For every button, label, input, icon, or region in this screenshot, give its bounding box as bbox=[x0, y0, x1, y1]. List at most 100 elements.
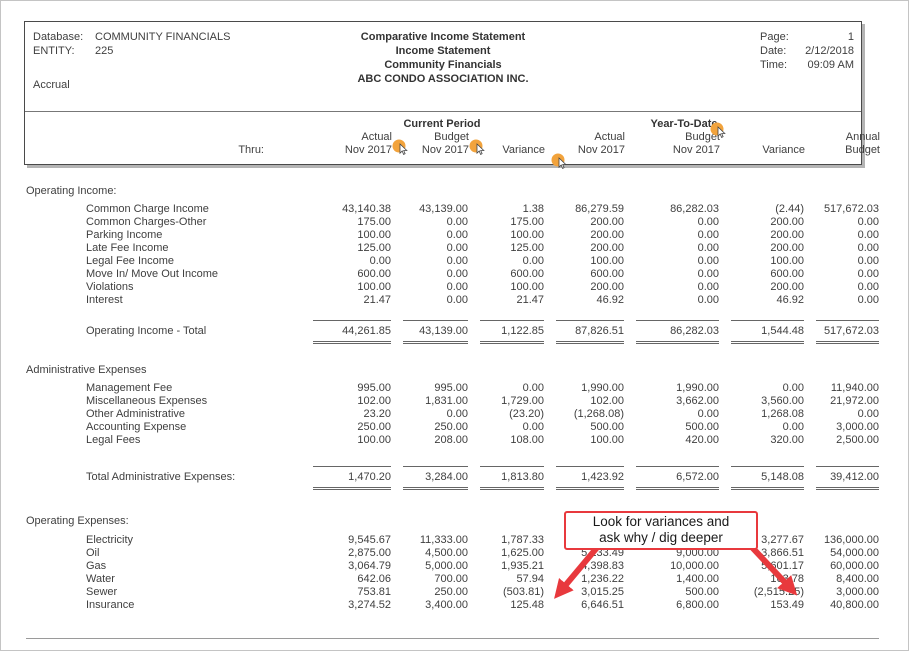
report-title-line: Comparative Income Statement bbox=[360, 31, 526, 43]
column-header-line1: Actual Budget Actual Budget Annual bbox=[27, 131, 880, 144]
total-rule-segment: 6,572.00 bbox=[636, 466, 719, 490]
account-label: Insurance bbox=[86, 599, 135, 611]
account-row: Miscellaneous Expenses 102.00 1,831.00 1,72… bbox=[26, 395, 879, 408]
value-cell: 6,800.00 bbox=[676, 599, 719, 611]
value-cell: 0.00 bbox=[697, 268, 719, 280]
total-rule-segment: 1,813.80 bbox=[480, 466, 544, 490]
value-cell: 200.00 bbox=[770, 216, 804, 228]
meta-label: Time: bbox=[760, 59, 788, 71]
total-value-cell: 1,544.48 bbox=[719, 320, 804, 344]
value-cell: (2.44) bbox=[775, 203, 804, 215]
value-cell: 163.78 bbox=[770, 573, 804, 585]
total-row: Operating Income - Total 44,261.85 43,139.… bbox=[26, 320, 879, 344]
value-cell: 153.49 bbox=[770, 599, 804, 611]
account-label: Violations bbox=[86, 281, 134, 293]
value-cell: 200.00 bbox=[590, 229, 624, 241]
section-heading: Administrative Expenses bbox=[26, 364, 147, 376]
value-cell: 5,000.00 bbox=[425, 560, 468, 572]
value-cell: 125.48 bbox=[510, 599, 544, 611]
value-cell: 3,000.00 bbox=[836, 421, 879, 433]
report-header-box: Database: COMMUNITY FINANCIALS ENTITY: 2… bbox=[24, 21, 880, 169]
total-value-cell: 3,284.00 bbox=[391, 466, 468, 490]
total-rule-segment: 3,284.00 bbox=[403, 466, 468, 490]
value-cell: 0.00 bbox=[697, 408, 719, 420]
value-cell: 200.00 bbox=[770, 229, 804, 241]
drilldown-cursor-icon[interactable] bbox=[710, 122, 726, 139]
page-bottom-rule bbox=[26, 638, 879, 639]
value-cell: 1,831.00 bbox=[425, 395, 468, 407]
value-cell: 9,000.00 bbox=[676, 547, 719, 559]
total-rule-segment: 39,412.00 bbox=[816, 466, 879, 490]
value-cell: 0.00 bbox=[697, 294, 719, 306]
value-cell: 0.00 bbox=[697, 281, 719, 293]
total-value-cell: 517,672.03 bbox=[804, 320, 879, 344]
column-header-cell: Variance bbox=[502, 144, 545, 156]
value-cell: 1,990.00 bbox=[676, 382, 719, 394]
header-left-block: Database: COMMUNITY FINANCIALS ENTITY: 2… bbox=[33, 30, 230, 58]
account-row: Oil 2,875.00 4,500.00 1,625.00 5,133.49 9,000… bbox=[26, 547, 879, 560]
value-cell: 46.92 bbox=[776, 294, 804, 306]
value-cell: 700.00 bbox=[434, 573, 468, 585]
callout-line1: Look for variances and bbox=[592, 514, 730, 529]
account-row: Violations 100.00 0.00 100.00 200.00 0.00 200.… bbox=[26, 281, 879, 294]
total-rule-segment: 1,122.85 bbox=[480, 320, 544, 344]
value-cell: 102.00 bbox=[590, 395, 624, 407]
value-cell: 0.00 bbox=[446, 268, 468, 280]
account-label: Oil bbox=[86, 547, 100, 559]
value-cell: 175.00 bbox=[510, 216, 544, 228]
meta-label: Page: bbox=[760, 31, 789, 43]
column-header-cell: Nov 2017 bbox=[577, 144, 625, 156]
value-cell: 0.00 bbox=[446, 216, 468, 228]
total-value-cell: 1,423.92 bbox=[544, 466, 624, 490]
value-cell: 1.38 bbox=[522, 203, 544, 215]
value-cell: 0.00 bbox=[782, 382, 804, 394]
value-cell: 86,282.03 bbox=[670, 203, 719, 215]
total-rule-segment: 1,544.48 bbox=[731, 320, 804, 344]
total-rule-segment: 5,148.08 bbox=[731, 466, 804, 490]
drilldown-cursor-icon[interactable] bbox=[392, 139, 408, 156]
column-header-cell: Budget bbox=[845, 144, 880, 156]
value-cell: 54,000.00 bbox=[830, 547, 879, 559]
value-cell: 57.94 bbox=[516, 573, 544, 585]
value-cell: 100.00 bbox=[510, 281, 544, 293]
value-cell: 125.00 bbox=[510, 242, 544, 254]
value-cell: 3,064.79 bbox=[348, 560, 391, 572]
value-cell: 102.00 bbox=[357, 395, 391, 407]
value-cell: 200.00 bbox=[590, 216, 624, 228]
value-cell: 420.00 bbox=[685, 434, 719, 446]
value-cell: 200.00 bbox=[590, 281, 624, 293]
value-cell: 4,500.00 bbox=[425, 547, 468, 559]
group-header-year-to-date[interactable]: Year-To-Date bbox=[650, 118, 718, 130]
value-cell: 86,279.59 bbox=[575, 203, 624, 215]
value-cell: 600.00 bbox=[590, 268, 624, 280]
account-row: Insurance 3,274.52 3,400.00 125.48 6,646.51 6… bbox=[26, 599, 879, 612]
column-header-cell: Annual bbox=[845, 131, 880, 143]
total-rule-segment: 517,672.03 bbox=[816, 320, 879, 344]
value-cell: 0.00 bbox=[446, 255, 468, 267]
drilldown-cursor-icon[interactable] bbox=[551, 153, 567, 170]
value-cell: 1,729.00 bbox=[501, 395, 544, 407]
section-heading: Operating Income: bbox=[26, 185, 117, 197]
total-label: Total Administrative Expenses: bbox=[86, 471, 236, 483]
value-cell: 0.00 bbox=[522, 421, 544, 433]
value-cell: 0.00 bbox=[857, 268, 879, 280]
meta-label: Date: bbox=[760, 45, 787, 57]
value-cell: 0.00 bbox=[697, 242, 719, 254]
value-cell: 753.81 bbox=[357, 586, 391, 598]
group-header-current-period: Current Period bbox=[403, 118, 481, 130]
account-row: Move In/ Move Out Income 600.00 0.00 600.00… bbox=[26, 268, 879, 281]
drilldown-cursor-icon[interactable] bbox=[469, 139, 485, 156]
meta-value: 09:09 AM bbox=[807, 59, 854, 71]
value-cell: 100.00 bbox=[357, 434, 391, 446]
column-header-line2: Thru: Nov 2017 Nov 2017 Variance Nov 2017 Nov… bbox=[27, 144, 880, 157]
total-rule-segment: 43,139.00 bbox=[403, 320, 468, 344]
value-cell: 23.20 bbox=[363, 408, 391, 420]
value-cell: 100.00 bbox=[510, 229, 544, 241]
account-row: Gas 3,064.79 5,000.00 1,935.21 4,398.83 10,00… bbox=[26, 560, 879, 573]
account-label: Legal Fees bbox=[86, 434, 141, 446]
value-cell: 6,646.51 bbox=[581, 599, 624, 611]
value-cell: 3,000.00 bbox=[836, 586, 879, 598]
value-cell: (1,268.08) bbox=[573, 408, 624, 420]
account-row: Accounting Expense 250.00 250.00 0.00 500.00… bbox=[26, 421, 879, 434]
